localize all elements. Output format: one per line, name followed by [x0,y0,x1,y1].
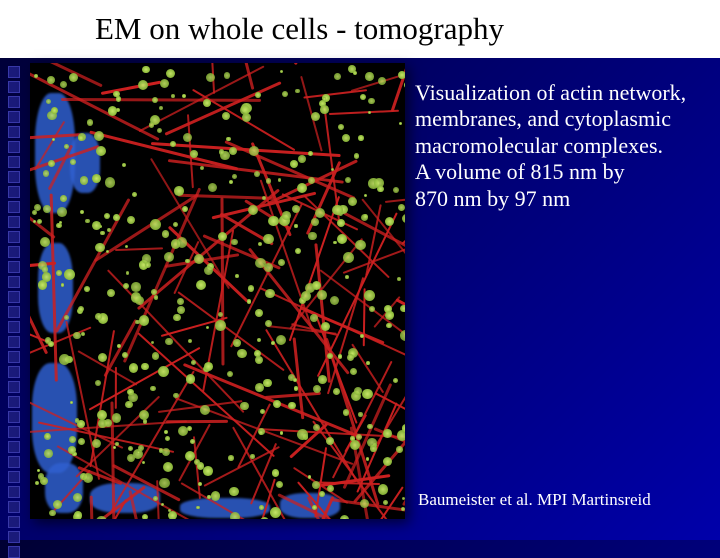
bullet-square-icon [8,306,20,318]
bullet-square-icon [8,216,20,228]
bullet-square-icon [8,426,20,438]
bullet-square-icon [8,171,20,183]
bullet-square-icon [8,261,20,273]
bullet-square-icon [8,291,20,303]
bullet-square-icon [8,246,20,258]
title-bar: EM on whole cells - tomography [0,0,720,58]
bullet-square-icon [8,531,20,543]
bullet-square-icon [8,336,20,348]
description-text: Visualization of actin network, membrane… [415,80,712,212]
bullet-square-icon [8,186,20,198]
bullet-square-icon [8,486,20,498]
bullet-square-icon [8,366,20,378]
tomography-visualization-image [30,63,405,519]
bullet-square-icon [8,66,20,78]
bullet-square-icon [8,351,20,363]
bullet-square-icon [8,201,20,213]
bullet-square-icon [8,546,20,558]
bullet-square-icon [8,501,20,513]
bullet-square-icon [8,231,20,243]
citation-text: Baumeister et al. MPI Martinsreid [418,490,651,510]
bullet-square-icon [8,381,20,393]
bullet-square-icon [8,111,20,123]
bullet-square-icon [8,411,20,423]
bullet-square-icon [8,126,20,138]
bullet-square-icon [8,141,20,153]
slide-title: EM on whole cells - tomography [95,11,504,47]
bullet-square-icon [8,96,20,108]
bullet-square-icon [8,321,20,333]
bullet-square-icon [8,81,20,93]
bullet-square-icon [8,516,20,528]
bullet-square-icon [8,276,20,288]
bullet-square-icon [8,156,20,168]
bullet-square-icon [8,456,20,468]
bullet-square-icon [8,441,20,453]
bullet-square-icon [8,396,20,408]
bullet-square-icon [8,471,20,483]
